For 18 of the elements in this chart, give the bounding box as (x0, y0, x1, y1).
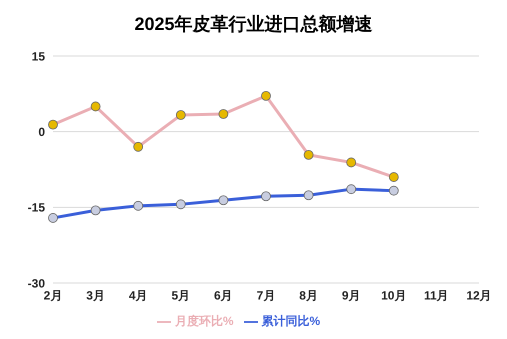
x-tick-label: 6月 (214, 288, 233, 303)
y-tick-label: -30 (28, 276, 46, 290)
y-tick-label: 0 (38, 124, 46, 139)
x-tick-label: 3月 (86, 288, 105, 303)
chart-title: 2025年皮革行业进口总额增速 (133, 13, 374, 36)
x-tick-label: 9月 (342, 288, 361, 303)
x-tick-label: 11月 (424, 288, 449, 303)
x-tick-label: 12月 (466, 288, 492, 303)
legend-label: 月度环比% (174, 314, 234, 328)
x-tick-label: 5月 (171, 288, 190, 303)
y-tick-label: -15 (28, 200, 46, 215)
y-tick-label: 15 (32, 49, 46, 64)
x-tick-label: 7月 (256, 288, 276, 303)
x-tick-label: 8月 (299, 288, 318, 303)
x-tick-label: 2月 (44, 288, 62, 303)
legend-label: 累计同比% (262, 314, 320, 328)
x-tick-label: 10月 (381, 288, 406, 303)
x-tick-label: 4月 (128, 288, 148, 303)
